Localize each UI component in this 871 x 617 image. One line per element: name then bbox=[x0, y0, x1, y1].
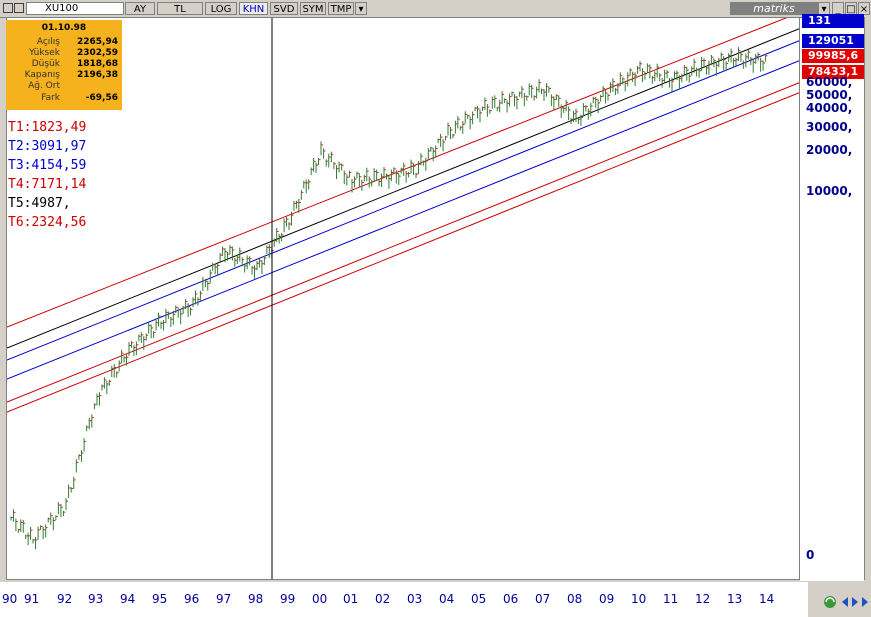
x-tick-label: 92 bbox=[57, 592, 73, 606]
zoom-icon[interactable] bbox=[862, 597, 868, 607]
trend-label: T2:3091,97 bbox=[8, 139, 87, 154]
trend-label: T5:4987, bbox=[8, 196, 71, 211]
symbol-list-icon[interactable] bbox=[14, 3, 24, 13]
info-row-high: Yüksek 2302,59 bbox=[10, 48, 118, 59]
info-label: Açılış bbox=[36, 37, 60, 47]
tb-button-ay[interactable]: AY bbox=[125, 2, 155, 15]
x-tick-label: 14 bbox=[759, 592, 775, 606]
tb-button-log[interactable]: LOG bbox=[205, 2, 237, 15]
info-row-low: Düşük 1818,68 bbox=[10, 59, 118, 70]
y-tick-label: 0 bbox=[806, 548, 815, 562]
nav-icons bbox=[824, 596, 868, 608]
x-tick-label: 08 bbox=[567, 592, 583, 606]
x-tick-label: 04 bbox=[439, 592, 455, 606]
x-tick-label: 09 bbox=[599, 592, 615, 606]
x-tick-label: 10 bbox=[631, 592, 647, 606]
brand-dropdown-icon[interactable]: ▾ bbox=[818, 2, 830, 15]
info-value: 2265,94 bbox=[77, 37, 118, 47]
info-label: Kapanış bbox=[24, 70, 60, 80]
price-box: 131 bbox=[802, 14, 864, 28]
info-label: Ağ. Ort bbox=[28, 81, 60, 91]
info-label: Yüksek bbox=[29, 48, 60, 58]
channel-line bbox=[7, 28, 799, 349]
x-tick-label: 99 bbox=[280, 592, 296, 606]
ohlc-info-panel: 01.10.98 Açılış 2265,94 Yüksek 2302,59 Düş… bbox=[6, 20, 122, 110]
tb-button-khn[interactable]: KHN bbox=[239, 2, 268, 15]
x-tick-label: 94 bbox=[120, 592, 136, 606]
y-tick-label: 30000, bbox=[806, 120, 853, 134]
info-date: 01.10.98 bbox=[41, 23, 87, 33]
x-tick-label: 06 bbox=[503, 592, 519, 606]
info-value: 2302,59 bbox=[77, 48, 118, 58]
x-tick-label: 97 bbox=[216, 592, 232, 606]
info-value: 2196,38 bbox=[77, 70, 118, 80]
x-tick-label: 01 bbox=[343, 592, 359, 606]
channel-line bbox=[7, 60, 799, 380]
x-tick-label: 03 bbox=[407, 592, 423, 606]
info-value: -69,56 bbox=[85, 93, 118, 103]
x-axis: 90 91 92 93 94 95 96 97 98 99 00 01 02 03 04 05 06 07 08 09… bbox=[0, 582, 808, 617]
chart-canvas bbox=[7, 18, 799, 579]
tmp-dropdown-icon[interactable]: ▾ bbox=[355, 2, 367, 15]
y-tick-label: 50000, bbox=[806, 88, 853, 102]
tb-button-tl[interactable]: TL bbox=[157, 2, 203, 15]
price-box: 99985,6 bbox=[802, 49, 864, 63]
x-tick-label: 95 bbox=[152, 592, 168, 606]
info-label: Düşük bbox=[31, 59, 60, 69]
channel-line bbox=[7, 82, 799, 403]
scroll-right-icon[interactable] bbox=[852, 597, 858, 607]
x-tick-label: 98 bbox=[248, 592, 264, 606]
y-tick-label: 40000, bbox=[806, 101, 853, 115]
x-tick-label: 93 bbox=[88, 592, 104, 606]
price-box: 78433,1 bbox=[802, 65, 864, 79]
price-chart[interactable] bbox=[6, 17, 800, 580]
chart-toolbar: XU100 AY TL LOG KHN SVD SYM TMP ▾ matrik… bbox=[0, 0, 871, 18]
x-tick-label: 90 bbox=[2, 592, 18, 606]
info-row-open: Açılış 2265,94 bbox=[10, 37, 118, 48]
tb-button-tmp[interactable]: TMP bbox=[328, 2, 354, 15]
y-tick-label: 10000, bbox=[806, 184, 853, 198]
y-tick-label: 60000, bbox=[806, 75, 853, 89]
close-icon[interactable]: × bbox=[858, 2, 870, 15]
brand-logo: matriks bbox=[730, 2, 818, 15]
info-label: Fark bbox=[41, 93, 60, 103]
vertical-scrollbar[interactable] bbox=[864, 17, 871, 580]
navigation-controls bbox=[822, 594, 870, 614]
trend-label: T4:7171,14 bbox=[8, 177, 87, 192]
x-tick-label: 12 bbox=[695, 592, 711, 606]
info-value: 1818,68 bbox=[77, 59, 118, 69]
x-tick-label: 13 bbox=[727, 592, 743, 606]
x-tick-label: 96 bbox=[184, 592, 200, 606]
channel-line bbox=[7, 92, 799, 413]
symbol-input[interactable]: XU100 bbox=[26, 2, 124, 15]
tb-button-svd[interactable]: SVD bbox=[270, 2, 298, 15]
x-tick-label: 91 bbox=[24, 592, 40, 606]
x-tick-label: 02 bbox=[375, 592, 391, 606]
x-tick-label: 07 bbox=[535, 592, 551, 606]
y-tick-label: 20000, bbox=[806, 143, 853, 157]
symbol-text: XU100 bbox=[45, 3, 79, 14]
x-tick-label: 05 bbox=[471, 592, 487, 606]
window-menu-icon[interactable] bbox=[3, 3, 13, 13]
trend-label: T3:4154,59 bbox=[8, 158, 87, 173]
trend-label: T6:2324,56 bbox=[8, 215, 87, 230]
x-tick-label: 11 bbox=[663, 592, 679, 606]
refresh-icon[interactable] bbox=[824, 596, 836, 608]
info-row-avg: Ağ. Ort bbox=[10, 81, 118, 92]
info-row-close: Kapanış 2196,38 bbox=[10, 70, 118, 81]
channel-line bbox=[7, 40, 799, 361]
tb-button-sym[interactable]: SYM bbox=[300, 2, 326, 15]
price-box: 129051 bbox=[802, 34, 864, 48]
y-axis: 131 129051 99985,6 78433,1 60000, 50000, 4000… bbox=[800, 14, 864, 581]
scroll-left-icon[interactable] bbox=[842, 597, 848, 607]
info-row-diff: Fark -69,56 bbox=[10, 93, 118, 104]
trend-label: T1:1823,49 bbox=[8, 120, 87, 135]
x-tick-label: 00 bbox=[312, 592, 328, 606]
